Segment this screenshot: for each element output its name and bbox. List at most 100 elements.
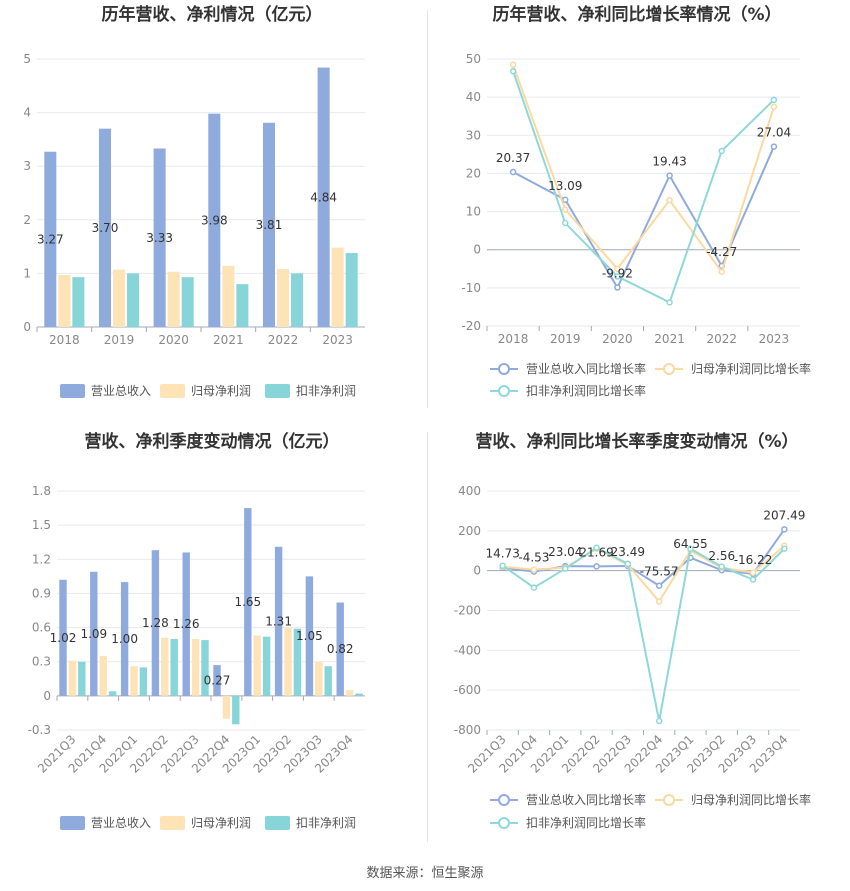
- series-point-deducted-profit: [687, 545, 694, 553]
- y-tick-label: 0: [23, 320, 31, 334]
- series-point-parent-profit: [562, 206, 569, 213]
- bar-deducted-profit: [170, 638, 178, 696]
- series-point-revenue: [655, 582, 663, 589]
- y-tick-label: 30: [466, 128, 481, 142]
- chart-title: 历年营收、净利情况（亿元）: [102, 4, 323, 25]
- legend-marker: [498, 817, 510, 829]
- series-point-deducted-profit: [655, 717, 663, 725]
- y-tick-label: 5: [23, 52, 31, 66]
- legend-marker: [498, 363, 510, 375]
- legend-label: 扣非净利润同比增长率: [526, 383, 646, 398]
- x-tick-label: 2018: [49, 333, 80, 347]
- data-label: 1.09: [80, 627, 107, 641]
- data-label: -4.53: [518, 551, 549, 565]
- legend-marker: [663, 363, 675, 375]
- y-tick-label: -0.3: [28, 723, 51, 737]
- x-tick-label: 2023: [322, 333, 353, 347]
- legend-marker: [498, 794, 510, 806]
- series-point-deducted-profit: [781, 545, 788, 553]
- bar-revenue: [244, 508, 252, 696]
- bar-revenue: [151, 550, 160, 696]
- legend-marker: [498, 385, 510, 397]
- x-tick-label: 2019: [550, 332, 581, 346]
- series-line-parent-profit: [512, 64, 775, 275]
- bar-revenue: [208, 113, 221, 327]
- legend-label: 归母净利润: [191, 816, 251, 830]
- bar-revenue: [317, 67, 330, 328]
- x-tick-label: 2022: [268, 333, 299, 347]
- legend-label: 扣非净利润: [296, 816, 356, 830]
- data-label: 23.49: [611, 545, 645, 559]
- x-tick-label: 2021: [213, 333, 244, 347]
- y-tick-label: 200: [458, 524, 481, 538]
- data-label: 23.04: [548, 545, 582, 559]
- series-point-deducted-profit: [718, 147, 725, 155]
- bar-deducted-profit: [127, 273, 140, 327]
- series-point-deducted-profit: [770, 96, 778, 104]
- chart-title: 营收、净利季度变动情况（亿元）: [85, 431, 340, 452]
- bar-parent-profit: [130, 666, 138, 696]
- y-tick-label: -600: [454, 683, 481, 697]
- quarterly-growth-chart: 营收、净利同比增长率季度变动情况（%） -800 -600 -400 -200 0 200 4…: [454, 431, 811, 830]
- series-point-revenue: [781, 526, 788, 533]
- y-tick-label: 0.6: [32, 621, 51, 635]
- legend-label: 营业总收入同比增长率: [526, 792, 646, 807]
- data-label: 3.98: [201, 213, 228, 227]
- data-source-note: 数据来源：恒生聚源: [366, 866, 484, 881]
- y-tick-label: 20: [466, 166, 481, 180]
- annual-revenue-profit-chart: 历年营收、净利情况（亿元） 0 1 2 3 4 5 2018 2019 2020 2021 2022 2…: [23, 4, 365, 398]
- data-label: 13.09: [548, 179, 582, 193]
- legend-marker: [663, 794, 675, 806]
- data-label: -9.92: [602, 267, 633, 281]
- bar-deducted-profit: [355, 693, 363, 696]
- y-tick-label: -800: [454, 723, 481, 737]
- legend-label: 归母净利润: [191, 384, 251, 398]
- data-label: 3.81: [256, 218, 283, 232]
- series-point-parent-profit: [530, 566, 538, 573]
- bar-deducted-profit: [201, 640, 209, 696]
- series-line-deducted-profit: [502, 546, 786, 722]
- y-tick-label: 1.2: [32, 552, 51, 566]
- series-point-deducted-profit: [562, 565, 569, 572]
- series-point-deducted-profit: [562, 219, 569, 227]
- data-label: 27.04: [757, 126, 791, 140]
- bar-parent-profit: [331, 247, 344, 327]
- series-line-revenue: [512, 146, 775, 290]
- series-point-deducted-profit: [499, 562, 506, 569]
- y-tick-label: 1: [23, 266, 31, 280]
- y-tick-label: 10: [466, 205, 481, 219]
- annual-growth-chart: 历年营收、净利同比增长率情况（%） -20 -10 0 10 20 30 40 50 2018 20…: [461, 4, 811, 398]
- legend-swatch: [265, 816, 290, 830]
- bar-deducted-profit: [108, 691, 117, 696]
- legend-swatch: [160, 816, 185, 830]
- bar-parent-profit: [276, 269, 290, 327]
- data-label: 1.28: [142, 616, 169, 630]
- y-tick-label: 4: [23, 106, 31, 120]
- legend-label: 扣非净利润同比增长率: [526, 815, 646, 830]
- y-tick-label: 0.9: [32, 586, 51, 600]
- data-label: 1.00: [111, 632, 138, 646]
- y-tick-label: 3: [23, 159, 31, 173]
- series-line-parent-profit: [502, 545, 786, 604]
- legend-label: 营业总收入: [91, 384, 151, 398]
- data-label: 207.49: [763, 508, 805, 522]
- data-label: 3.33: [146, 231, 173, 245]
- quarterly-growth-panel: 营收、净利同比增长率季度变动情况（%） -800 -600 -400 -200 0 200 4…: [425, 425, 850, 850]
- data-label: 64.55: [673, 537, 707, 551]
- y-tick-label: 40: [466, 90, 481, 104]
- series-point-parent-profit: [770, 103, 778, 110]
- chart-title: 历年营收、净利同比增长率情况（%）: [492, 4, 781, 25]
- series-point-revenue: [562, 196, 569, 204]
- legend-swatch: [60, 384, 85, 398]
- data-label: 21.69: [579, 545, 613, 559]
- bar-revenue: [153, 148, 166, 327]
- bar-revenue: [274, 546, 283, 696]
- y-tick-label: 2: [23, 213, 31, 227]
- data-label: 3.27: [37, 232, 64, 246]
- bar-revenue: [182, 552, 190, 696]
- y-tick-label: -20: [461, 319, 481, 333]
- quarterly-revenue-profit-panel: 营收、净利季度变动情况（亿元） -0.3 0 0.3 0.6 0.9 1.2 1.5 1.8 20…: [0, 425, 425, 850]
- bar-parent-profit: [99, 656, 107, 696]
- bar-deducted-profit: [181, 277, 194, 327]
- bar-deducted-profit: [345, 253, 358, 327]
